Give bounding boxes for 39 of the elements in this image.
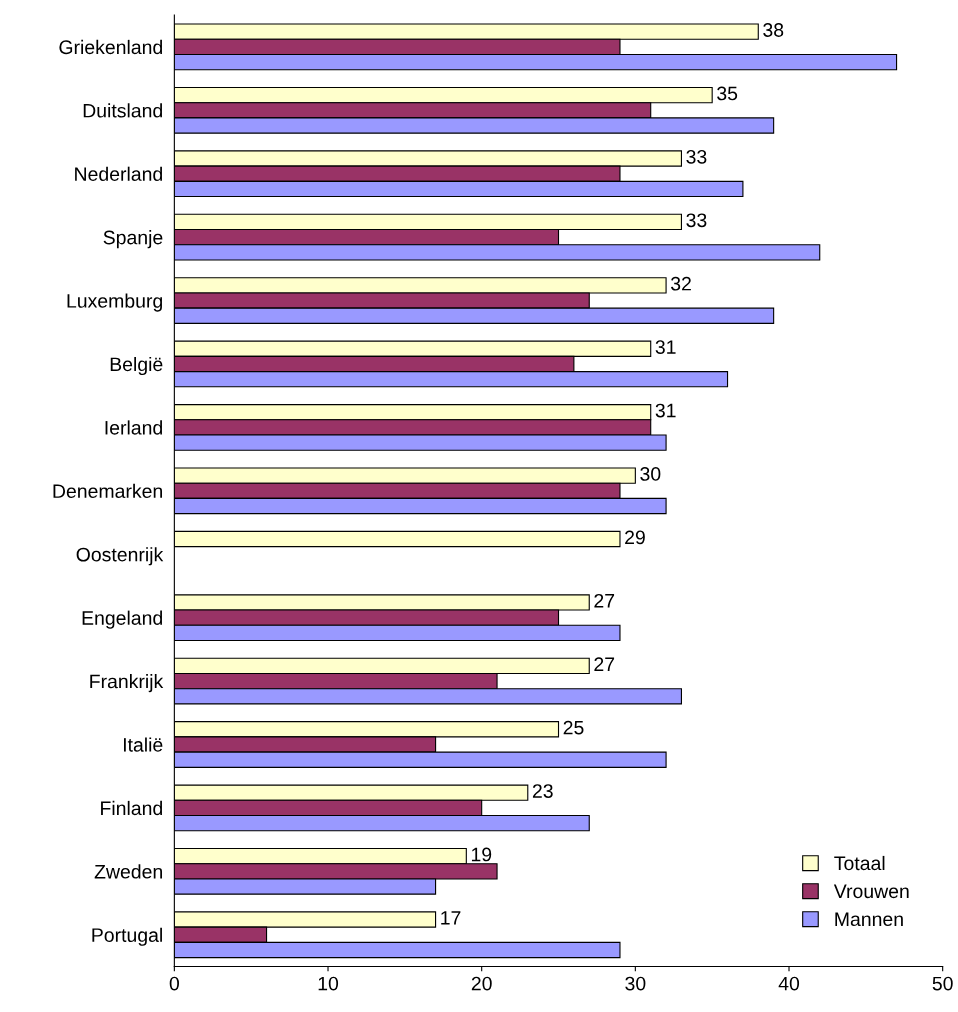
y-tick-label: Luxemburg [67, 293, 162, 312]
y-tick-label: Italië [123, 737, 163, 752]
data-label: 35 [717, 86, 738, 101]
y-tick-label: Engeland [82, 610, 162, 629]
data-label: 31 [655, 403, 676, 418]
y-tick-label: Nederland [75, 166, 162, 181]
x-tick-label: 0 [169, 976, 179, 991]
data-label: 27 [594, 657, 615, 671]
legend-label: Mannen [835, 912, 903, 927]
y-tick-label: Spanje [103, 230, 163, 249]
y-tick-label: Ierland [105, 420, 162, 435]
x-tick-label: 10 [318, 976, 339, 991]
legend-label: Totaal [834, 855, 885, 871]
x-tick-label: 20 [471, 976, 492, 991]
y-tick-label: België [110, 356, 163, 376]
legend-label: Vrouwen [833, 884, 909, 899]
data-label: 19 [471, 847, 492, 862]
y-tick-label: Oostenrijk [76, 547, 164, 566]
data-label: 25 [563, 720, 584, 735]
data-label: 32 [670, 276, 691, 291]
y-tick-label: Griekenland [59, 39, 162, 55]
data-label: 17 [441, 911, 461, 925]
y-tick-label: Frankrijk [90, 674, 164, 693]
x-tick-label: 30 [625, 976, 646, 991]
x-tick-label: 50 [932, 976, 953, 991]
y-tick-label: Finland [101, 800, 162, 816]
data-label: 30 [640, 467, 661, 481]
data-label: 23 [532, 784, 553, 798]
data-label: 33 [686, 149, 707, 164]
data-label: 31 [655, 340, 676, 354]
y-tick-label: Duitsland [83, 103, 162, 118]
data-label: 33 [686, 213, 707, 228]
y-tick-label: Denemarken [53, 483, 162, 499]
y-tick-label: Zweden [94, 864, 162, 879]
x-tick-label: 40 [778, 976, 800, 991]
data-label: 27 [594, 593, 615, 608]
data-label: 29 [625, 530, 645, 545]
y-tick-label: Portugal [92, 927, 162, 946]
data-label: 38 [763, 23, 784, 37]
